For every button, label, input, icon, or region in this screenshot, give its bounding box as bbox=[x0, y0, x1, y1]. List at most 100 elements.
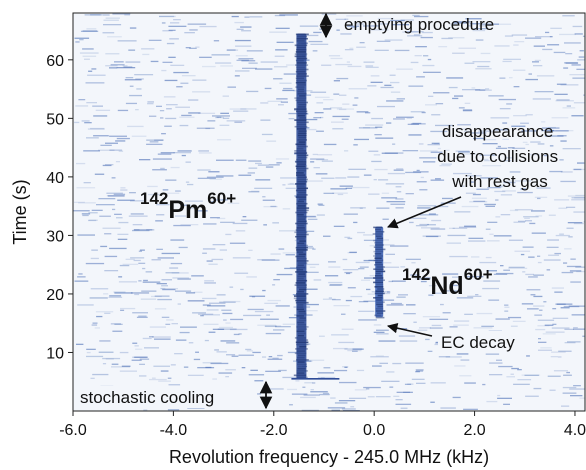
noise-dash bbox=[291, 393, 308, 395]
noise-dash bbox=[191, 275, 204, 277]
noise-dash bbox=[569, 270, 582, 272]
noise-dash bbox=[169, 38, 179, 40]
noise-dash bbox=[540, 347, 552, 349]
noise-dash bbox=[395, 399, 403, 401]
noise-dash bbox=[84, 14, 103, 16]
trace-0-segment bbox=[296, 202, 308, 205]
noise-dash bbox=[125, 258, 135, 260]
noise-dash bbox=[160, 167, 165, 170]
noise-dash bbox=[494, 129, 509, 131]
noise-dash bbox=[248, 160, 262, 162]
noise-dash bbox=[495, 147, 508, 149]
noise-dash bbox=[132, 356, 147, 358]
trace-1-segment bbox=[375, 290, 384, 292]
noise-dash bbox=[347, 176, 360, 178]
noise-dash bbox=[179, 331, 190, 334]
noise-dash bbox=[428, 213, 436, 215]
noise-dash bbox=[386, 122, 392, 124]
noise-dash bbox=[480, 23, 499, 25]
noise-dash bbox=[109, 135, 127, 137]
noise-dash bbox=[522, 271, 526, 273]
noise-dash bbox=[167, 377, 172, 379]
noise-dash bbox=[419, 223, 429, 226]
trace-0-segment bbox=[297, 112, 308, 115]
noise-dash bbox=[268, 164, 280, 166]
noise-dash bbox=[368, 193, 380, 195]
trace-0-segment bbox=[294, 352, 307, 355]
noise-dash bbox=[268, 356, 273, 358]
trace-0-segment bbox=[296, 48, 307, 51]
noise-dash bbox=[273, 329, 285, 331]
noise-dash bbox=[183, 366, 189, 368]
noise-dash bbox=[560, 140, 567, 142]
noise-dash bbox=[93, 135, 109, 137]
noise-dash bbox=[564, 248, 572, 250]
noise-dash bbox=[172, 277, 190, 279]
noise-dash bbox=[517, 369, 522, 371]
noise-dash bbox=[504, 310, 509, 312]
noise-dash bbox=[328, 261, 336, 263]
noise-dash bbox=[207, 120, 216, 122]
noise-dash bbox=[420, 280, 427, 283]
noise-dash bbox=[526, 289, 541, 291]
noise-dash bbox=[112, 208, 116, 211]
noise-dash bbox=[303, 310, 318, 312]
noise-dash bbox=[535, 36, 552, 38]
noise-dash bbox=[241, 30, 251, 32]
noise-dash bbox=[352, 350, 358, 352]
noise-dash bbox=[220, 340, 236, 342]
trace-0-segment bbox=[296, 128, 306, 130]
noise-dash bbox=[568, 305, 585, 307]
trace-0-segment bbox=[293, 374, 307, 377]
noise-dash bbox=[416, 370, 424, 372]
trace-0-segment bbox=[295, 301, 309, 304]
noise-dash bbox=[110, 323, 121, 325]
noise-dash bbox=[82, 55, 97, 57]
noise-dash bbox=[396, 191, 402, 193]
noise-dash bbox=[205, 127, 211, 130]
noise-dash bbox=[117, 109, 129, 112]
noise-dash bbox=[380, 86, 394, 89]
trace-0-segment bbox=[296, 315, 304, 317]
noise-dash bbox=[120, 307, 136, 310]
noise-dash bbox=[573, 222, 584, 225]
noise-dash bbox=[430, 179, 445, 181]
noise-dash bbox=[89, 297, 108, 299]
noise-dash bbox=[102, 32, 115, 34]
noise-dash bbox=[421, 111, 426, 114]
trace-0-segment bbox=[296, 194, 308, 196]
trace-0-segment bbox=[297, 328, 308, 330]
noise-dash bbox=[339, 108, 347, 111]
noise-dash bbox=[441, 37, 453, 40]
noise-dash bbox=[323, 143, 337, 146]
noise-dash bbox=[363, 259, 378, 262]
trace-0-segment bbox=[296, 68, 309, 71]
noise-dash bbox=[277, 354, 283, 357]
noise-dash bbox=[386, 304, 404, 306]
trace-1-segment bbox=[374, 292, 385, 295]
noise-dash bbox=[212, 244, 226, 246]
noise-dash bbox=[246, 276, 257, 278]
noise-dash bbox=[533, 295, 543, 298]
noise-dash bbox=[299, 25, 319, 27]
noise-dash bbox=[542, 333, 556, 335]
trace-0-segment bbox=[297, 321, 305, 324]
noise-dash bbox=[548, 126, 556, 129]
trace-0-segment bbox=[296, 251, 304, 253]
noise-dash bbox=[566, 371, 570, 374]
noise-dash bbox=[461, 205, 479, 208]
trace-0-segment bbox=[295, 189, 307, 192]
noise-dash bbox=[400, 19, 414, 21]
noise-dash bbox=[473, 28, 488, 30]
noise-dash bbox=[159, 15, 174, 18]
noise-dash bbox=[477, 65, 490, 68]
noise-dash bbox=[302, 128, 317, 131]
noise-dash bbox=[551, 117, 569, 119]
noise-dash bbox=[359, 42, 365, 44]
noise-dash bbox=[223, 319, 227, 321]
noise-dash bbox=[103, 293, 109, 295]
noise-dash bbox=[407, 217, 427, 219]
trace-0-segment bbox=[298, 262, 308, 264]
noise-dash bbox=[566, 206, 576, 208]
noise-dash bbox=[283, 73, 301, 75]
